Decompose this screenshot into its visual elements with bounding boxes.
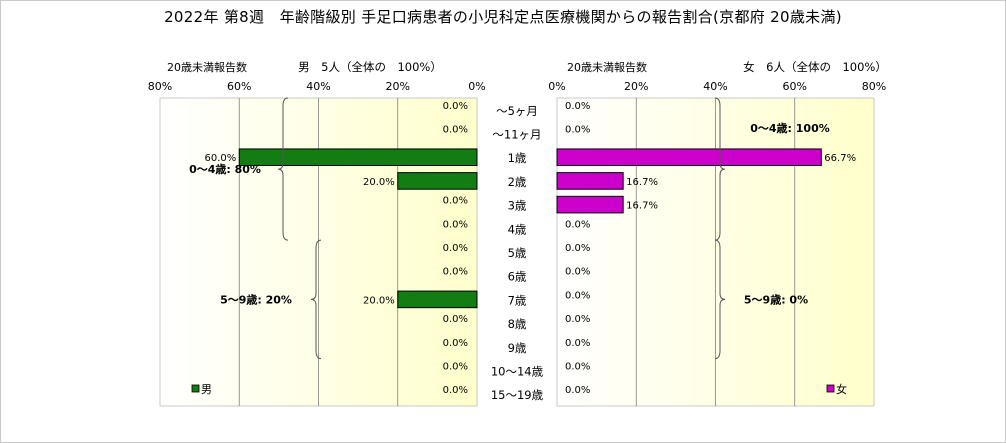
value-label-female: 16.7% <box>626 177 658 188</box>
bar-female <box>556 148 822 167</box>
value-label-female: 0.0% <box>565 314 590 325</box>
value-label-male: 0.0% <box>443 101 468 112</box>
category-label: 10～14歳 <box>491 364 544 378</box>
annotation-male-5-9: 5～9歳: 20% <box>220 292 292 306</box>
x-tick-label-male: 20% <box>386 80 410 93</box>
category-label: 9歳 <box>508 341 527 355</box>
value-label-male: 0.0% <box>443 338 468 349</box>
legend-swatch-male <box>191 384 200 393</box>
value-label-male: 0.0% <box>443 361 468 372</box>
bar-female <box>556 172 624 190</box>
x-tick-label-male: 60% <box>227 80 251 93</box>
category-label: 1歳 <box>508 151 527 165</box>
category-label: 15～19歳 <box>491 388 544 402</box>
value-label-male: 0.0% <box>443 125 468 136</box>
value-label-female: 66.7% <box>824 153 856 164</box>
bar-male <box>397 172 478 190</box>
category-label: ～5ヶ月 <box>496 104 538 118</box>
value-label-male: 0.0% <box>443 314 468 325</box>
category-label: 4歳 <box>508 222 527 236</box>
value-label-male: 0.0% <box>443 267 468 278</box>
value-label-female: 0.0% <box>565 243 590 254</box>
male-header-label: 20歳未満報告数 <box>167 61 247 74</box>
value-label-female: 0.0% <box>565 290 590 301</box>
x-tick-label-female: 60% <box>783 80 807 93</box>
value-label-male: 20.0% <box>363 295 395 306</box>
x-tick-label-male: 0% <box>468 80 485 93</box>
value-label-male: 60.0% <box>204 153 236 164</box>
x-tick-label-male: 40% <box>306 80 330 93</box>
bracket-male-0-4 <box>277 97 289 241</box>
legend-label-male: 男 <box>201 383 212 396</box>
category-label: 5歳 <box>508 246 527 260</box>
category-label: 8歳 <box>508 317 527 331</box>
bracket-female-0-4 <box>714 97 726 241</box>
legend-label-female: 女 <box>836 382 847 396</box>
value-label-female: 0.0% <box>565 219 590 230</box>
bar-female <box>556 195 624 214</box>
bar-male <box>238 148 478 167</box>
value-label-female: 0.0% <box>565 385 590 396</box>
bracket-male-5-9 <box>310 239 322 360</box>
value-label-female: 0.0% <box>565 338 590 349</box>
bar-male <box>397 290 478 309</box>
annotation-female-5-9: 5～9歳: 0% <box>744 292 808 306</box>
category-label: 7歳 <box>508 293 527 307</box>
value-label-female: 16.7% <box>626 201 658 212</box>
female-header-label: 20歳未満報告数 <box>567 61 647 74</box>
value-label-male: 20.0% <box>363 177 395 188</box>
annotation-male-0-4: 0～4歳: 80% <box>189 162 261 176</box>
value-label-female: 0.0% <box>565 101 590 112</box>
legend-swatch-female <box>826 384 835 393</box>
value-label-male: 0.0% <box>443 385 468 396</box>
value-label-female: 0.0% <box>565 361 590 372</box>
x-tick-label-female: 40% <box>703 80 727 93</box>
bracket-female-5-9 <box>714 239 726 360</box>
value-label-male: 0.0% <box>443 196 468 207</box>
chart-title: 2022年 第8週 年齢階級別 手足口病患者の小児科定点医療機関からの報告割合(… <box>164 8 842 26</box>
value-label-male: 0.0% <box>443 219 468 230</box>
category-label: ～11ヶ月 <box>492 128 541 142</box>
value-label-female: 0.0% <box>565 267 590 278</box>
x-tick-label-male: 80% <box>148 80 172 93</box>
annotation-female-0-4: 0～4歳: 100% <box>750 121 830 135</box>
category-label: 6歳 <box>508 270 527 284</box>
x-tick-label-female: 80% <box>862 80 886 93</box>
value-label-female: 0.0% <box>565 125 590 136</box>
category-label: 3歳 <box>508 199 527 213</box>
male-header-title: 男 5人（全体の 100%） <box>298 60 442 74</box>
female-header-title: 女 6人（全体の 100%） <box>743 60 887 74</box>
category-label: 2歳 <box>508 175 527 189</box>
value-label-male: 0.0% <box>443 243 468 254</box>
x-tick-label-female: 20% <box>624 80 648 93</box>
x-tick-label-female: 0% <box>548 80 565 93</box>
